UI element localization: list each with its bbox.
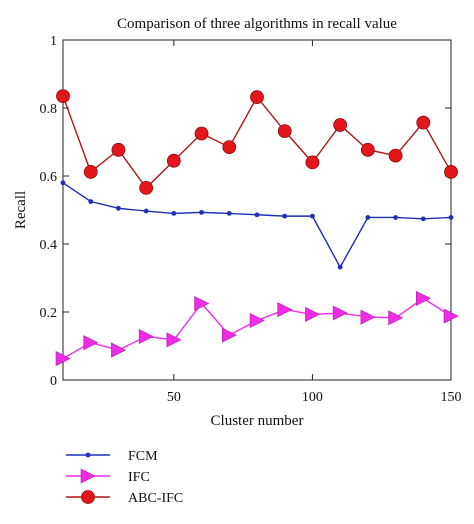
plot-frame xyxy=(62,39,452,381)
data-point-ifc xyxy=(83,335,99,351)
legend-label-ifc: IFC xyxy=(128,470,150,485)
data-point-ifc xyxy=(55,351,71,367)
data-point-abc-ifc xyxy=(166,153,181,168)
data-point-fcm xyxy=(143,208,149,214)
series-abc-ifc xyxy=(56,89,458,195)
data-point-fcm xyxy=(171,211,177,216)
data-point-fcm xyxy=(365,215,371,220)
data-point-abc-ifc xyxy=(222,140,237,155)
data-point-abc-ifc xyxy=(333,118,348,132)
data-point-abc-ifc xyxy=(194,126,209,141)
data-point-abc-ifc xyxy=(250,90,264,105)
data-point-ifc xyxy=(166,332,182,348)
legend-item-ifc: IFC xyxy=(66,468,150,485)
x-tick-label: 50 xyxy=(167,390,181,405)
y-tick-label: 0.4 xyxy=(40,238,58,253)
data-point-abc-ifc xyxy=(277,124,292,139)
y-tick-label: 1 xyxy=(50,34,57,49)
data-point-fcm xyxy=(420,216,426,222)
data-point-ifc xyxy=(194,296,210,311)
data-point-fcm xyxy=(88,199,94,204)
y-axis: 0 0.2 0.4 0.6 0.8 1 xyxy=(40,34,451,389)
data-point-fcm xyxy=(254,212,260,218)
chart-title: Comparison of three algorithms in recall… xyxy=(117,16,397,32)
y-tick-label: 0.6 xyxy=(40,170,58,185)
series-fcm xyxy=(60,180,454,270)
y-tick-label: 0.8 xyxy=(40,102,58,117)
data-point-ifc xyxy=(111,342,127,358)
data-point-ifc xyxy=(249,313,265,328)
x-axis: 50 100 150 xyxy=(167,40,462,405)
data-point-ifc xyxy=(277,302,293,318)
data-point-fcm xyxy=(226,211,232,216)
series-line-fcm xyxy=(62,182,452,269)
legend-marker-fcm xyxy=(85,452,91,458)
data-point-fcm xyxy=(199,209,204,215)
data-point-abc-ifc xyxy=(444,165,458,179)
data-point-ifc xyxy=(415,290,431,306)
data-point-abc-ifc xyxy=(83,165,98,179)
data-point-ifc xyxy=(360,309,376,325)
data-point-fcm xyxy=(116,205,121,211)
x-axis-label: Cluster number xyxy=(211,413,304,429)
data-point-fcm xyxy=(60,180,66,186)
data-point-ifc xyxy=(443,308,459,324)
legend-item-abc-ifc: ABC-IFC xyxy=(66,490,183,506)
data-point-abc-ifc xyxy=(56,89,70,103)
legend-item-fcm: FCM xyxy=(66,449,158,464)
x-tick-label: 100 xyxy=(302,390,323,405)
data-point-fcm xyxy=(337,264,343,270)
legend: FCM IFC ABC-IFC xyxy=(66,449,183,506)
data-point-abc-ifc xyxy=(416,115,431,130)
data-point-ifc xyxy=(221,327,237,343)
data-point-ifc xyxy=(332,305,348,321)
y-axis-label: Recall xyxy=(13,191,29,229)
data-point-fcm xyxy=(310,213,315,219)
data-point-fcm xyxy=(448,215,454,220)
y-tick-label: 0.2 xyxy=(40,306,58,321)
legend-label-fcm: FCM xyxy=(128,449,158,464)
y-tick-label: 0 xyxy=(50,374,57,389)
series-layer xyxy=(55,89,459,367)
data-point-abc-ifc xyxy=(360,142,375,157)
data-point-ifc xyxy=(388,310,404,326)
legend-marker-abc-ifc xyxy=(81,490,95,504)
data-point-fcm xyxy=(282,213,288,219)
data-point-abc-ifc xyxy=(111,142,126,157)
data-point-abc-ifc xyxy=(388,148,403,163)
data-point-fcm xyxy=(393,215,398,220)
data-point-ifc xyxy=(305,306,321,322)
series-ifc xyxy=(55,290,459,367)
data-point-ifc xyxy=(138,328,154,344)
series-line-abc-ifc xyxy=(62,95,452,189)
legend-marker-ifc xyxy=(80,468,96,484)
x-tick-label: 150 xyxy=(441,390,462,405)
legend-label-abc-ifc: ABC-IFC xyxy=(128,491,183,506)
data-point-abc-ifc xyxy=(305,155,320,170)
data-point-abc-ifc xyxy=(139,180,154,195)
